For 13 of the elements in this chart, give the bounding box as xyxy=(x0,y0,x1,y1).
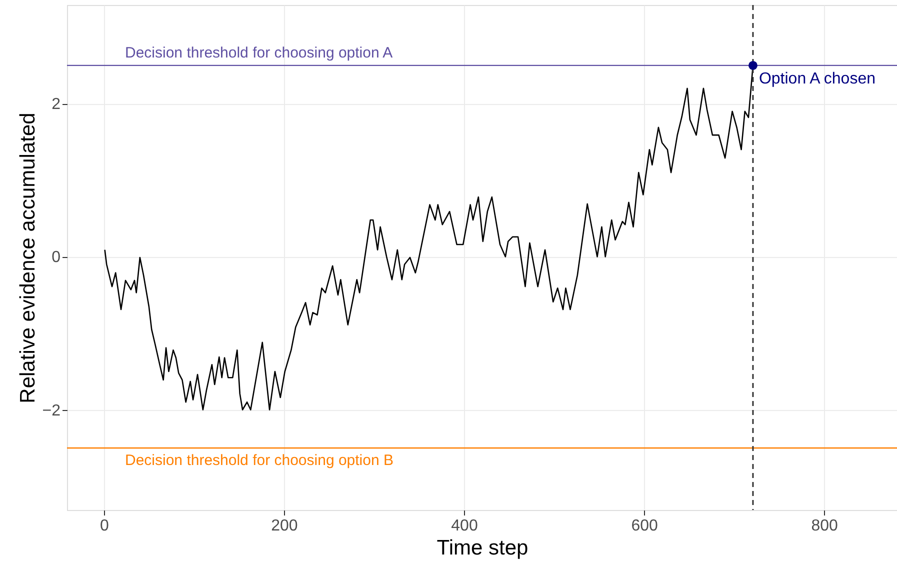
ref-line-label: Decision threshold for choosing option A xyxy=(125,44,393,62)
x-tick-label: 600 xyxy=(631,518,658,534)
x-axis-title: Time step xyxy=(436,536,528,560)
annotation: Option A chosen xyxy=(758,70,876,88)
ref-line-label: Decision threshold for choosing option B xyxy=(125,452,394,470)
y-tick-label: 2 xyxy=(52,96,61,114)
y-tick-label: −2 xyxy=(42,402,61,420)
y-axis-title: Relative evidence accumulated xyxy=(16,112,40,404)
x-tick-label: 200 xyxy=(271,518,298,534)
x-tick-label: 400 xyxy=(451,518,478,534)
y-tick-label: 0 xyxy=(52,249,61,266)
x-tick-label: 0 xyxy=(100,518,109,534)
x-tick-label: 800 xyxy=(811,518,838,534)
